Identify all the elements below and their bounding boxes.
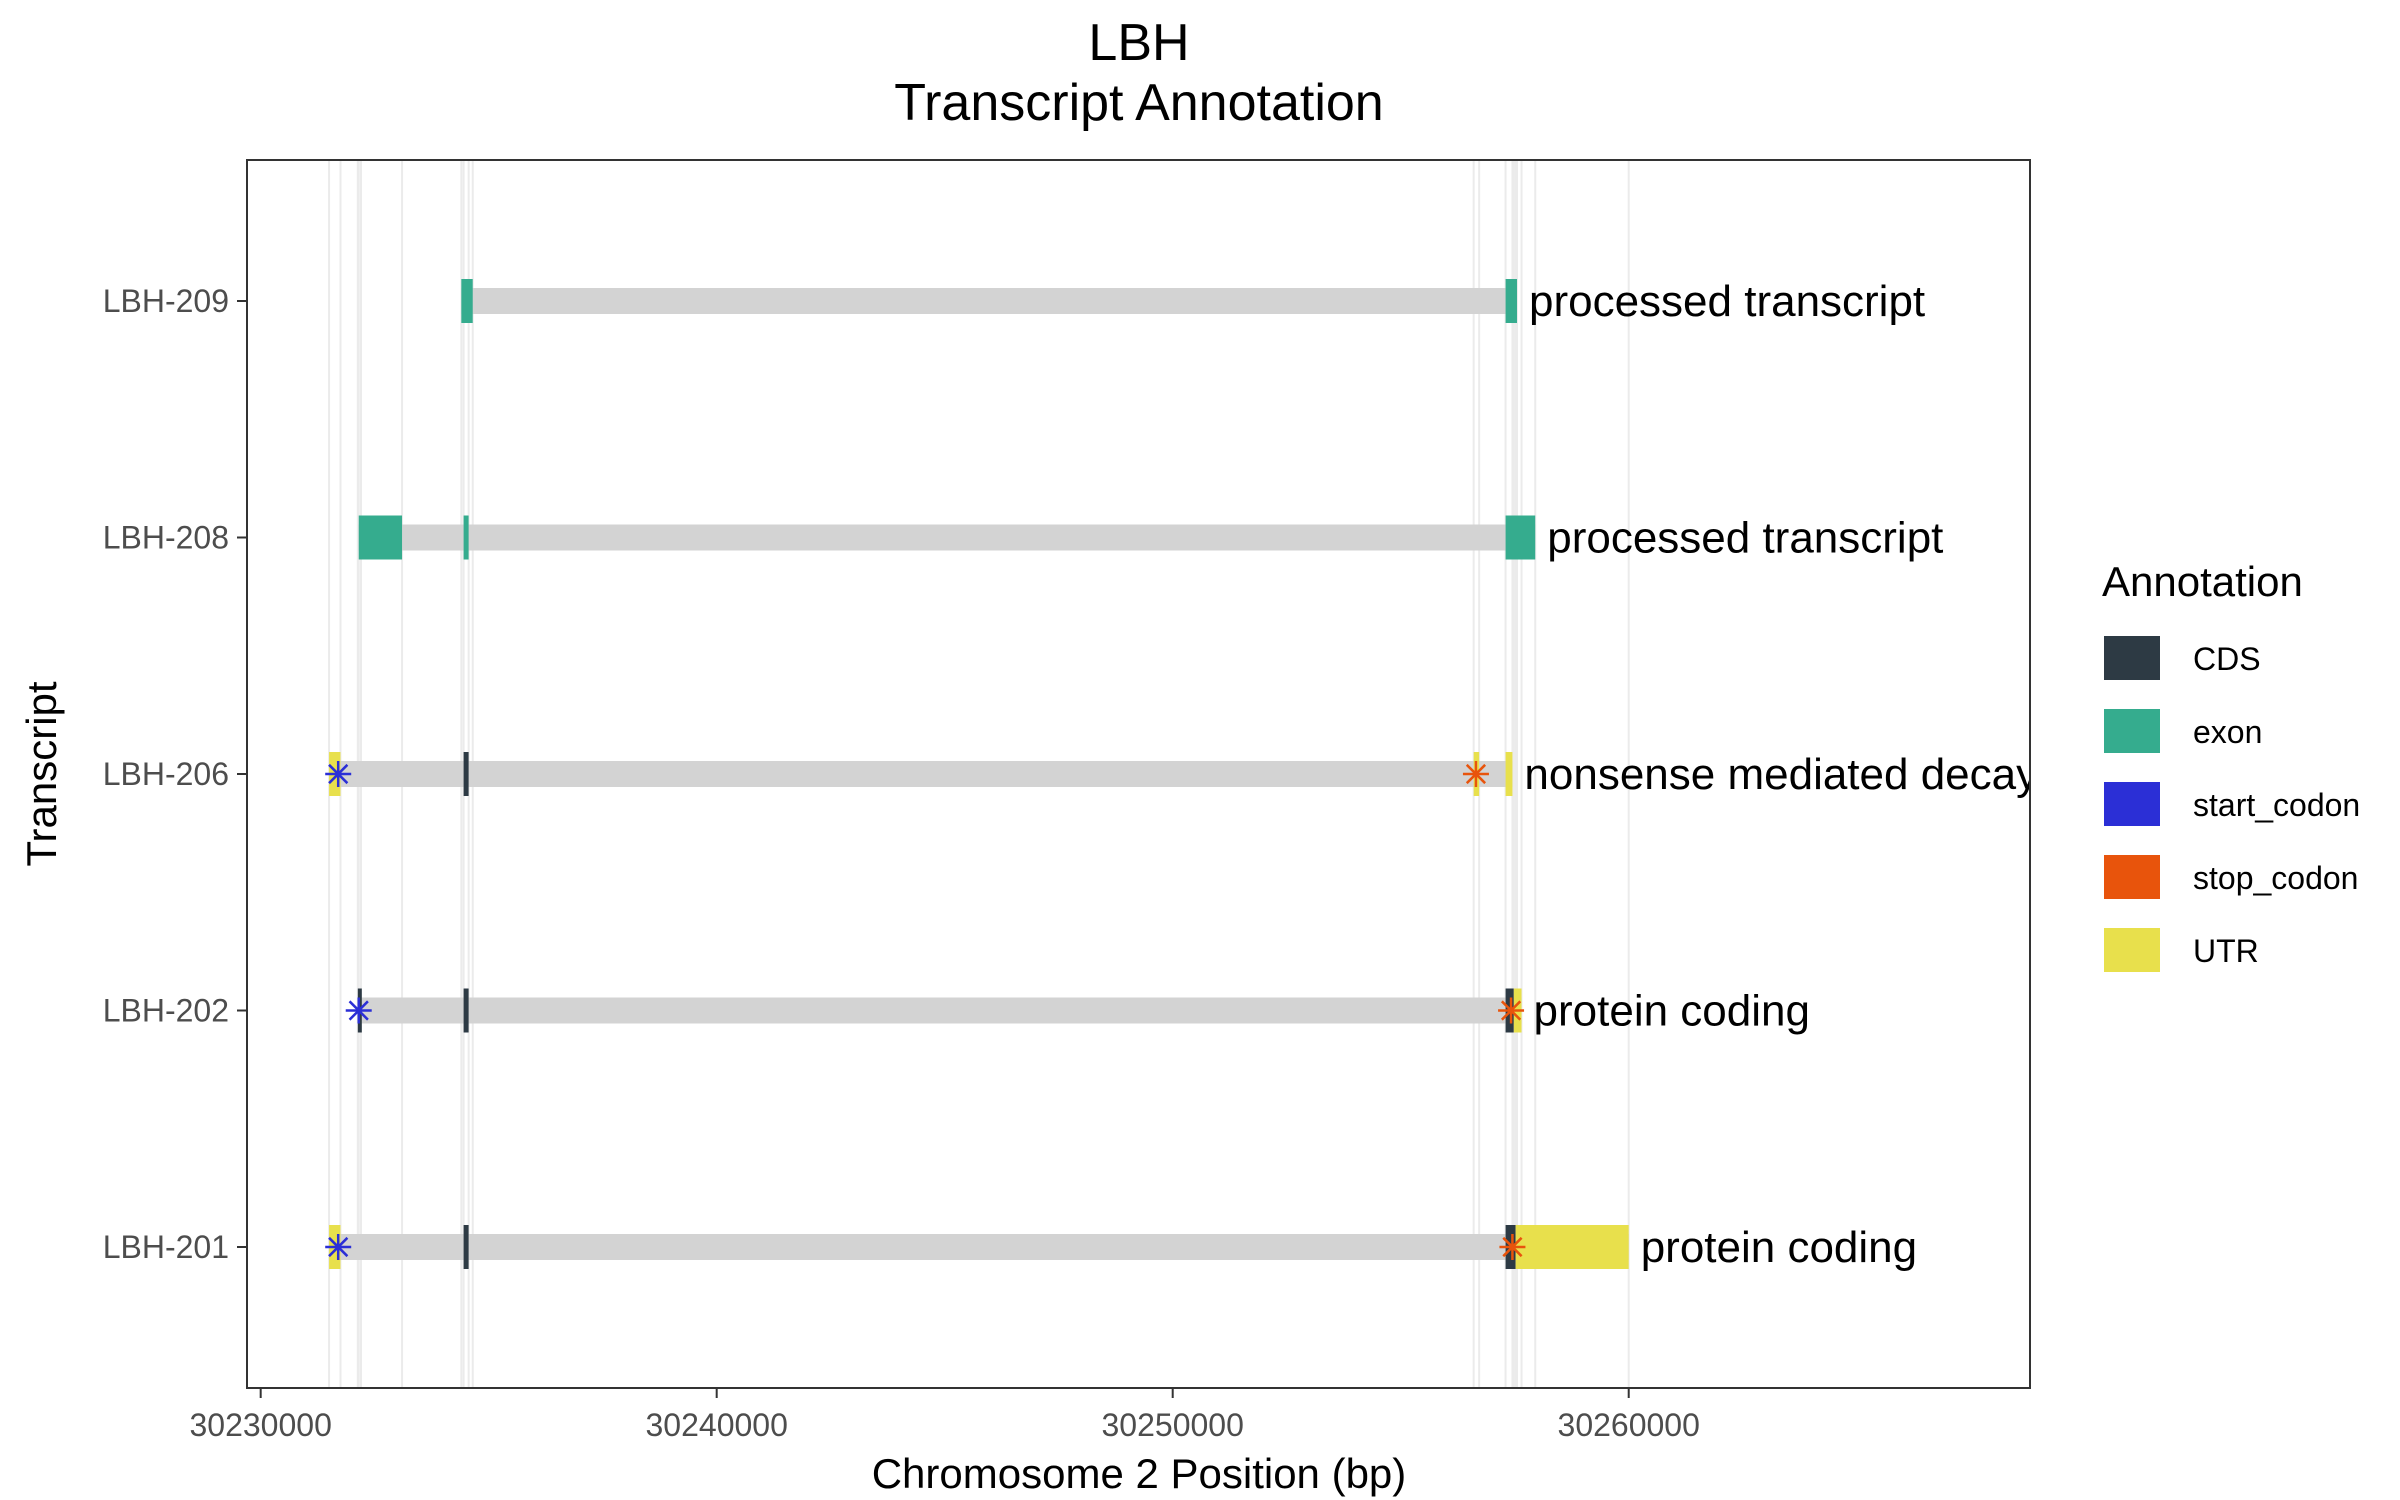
biotype-label: processed transcript bbox=[1547, 514, 1943, 563]
stop-codon-marker bbox=[1462, 761, 1489, 787]
utr-block bbox=[1505, 752, 1513, 796]
legend: Annotation CDS exon start_codon stop_codon U… bbox=[2102, 558, 2360, 972]
legend-title: Annotation bbox=[2102, 558, 2303, 605]
exon-block bbox=[358, 515, 403, 560]
x-tick-label: 30250000 bbox=[1102, 1407, 1244, 1443]
biotype-label: nonsense mediated decay bbox=[1524, 750, 2038, 799]
y-axis: LBH-209 LBH-208 LBH-206 LBH-202 LBH-201 bbox=[103, 283, 247, 1265]
cds-block bbox=[463, 988, 469, 1033]
y-tick-label: LBH-202 bbox=[103, 993, 229, 1029]
biotype-label: protein coding bbox=[1534, 987, 1810, 1036]
chart-title: LBH bbox=[1088, 14, 1189, 72]
x-axis: 30230000 30240000 30250000 30260000 bbox=[189, 1388, 1700, 1443]
intron-backbone bbox=[329, 1234, 1629, 1260]
x-tick-label: 30260000 bbox=[1558, 1407, 1700, 1443]
legend-key-exon bbox=[2104, 709, 2160, 753]
legend-key-utr bbox=[2104, 928, 2160, 972]
exon-block bbox=[463, 515, 469, 560]
exon-block bbox=[1505, 515, 1536, 560]
intron-backbone bbox=[329, 761, 1513, 787]
intron-backbone bbox=[358, 524, 1536, 551]
start-codon-marker bbox=[325, 761, 352, 787]
start-codon-marker bbox=[325, 1234, 352, 1260]
legend-key-stop-codon bbox=[2104, 855, 2160, 899]
x-tick-label: 30230000 bbox=[189, 1407, 331, 1443]
legend-key-start-codon bbox=[2104, 782, 2160, 826]
y-axis-title: Transcript bbox=[18, 681, 65, 866]
utr-block bbox=[1515, 1225, 1629, 1269]
legend-key-cds bbox=[2104, 636, 2160, 680]
y-tick-label: LBH-209 bbox=[103, 283, 229, 319]
exon-block bbox=[461, 279, 473, 323]
chart-subtitle: Transcript Annotation bbox=[894, 74, 1383, 132]
legend-label: exon bbox=[2193, 714, 2262, 750]
transcript-tracks: processed transcript processed transcript… bbox=[325, 277, 2038, 1272]
biotype-label: protein coding bbox=[1641, 1223, 1917, 1272]
biotype-label: processed transcript bbox=[1529, 277, 1925, 326]
cds-block bbox=[463, 1225, 469, 1269]
start-codon-marker bbox=[345, 997, 372, 1024]
intron-backbone bbox=[358, 997, 1522, 1024]
exon-block bbox=[1505, 279, 1517, 323]
stop-codon-marker bbox=[1499, 1234, 1526, 1260]
y-tick-label: LBH-206 bbox=[103, 756, 229, 792]
legend-label: stop_codon bbox=[2193, 860, 2358, 896]
legend-label: start_codon bbox=[2193, 787, 2360, 823]
x-axis-title: Chromosome 2 Position (bp) bbox=[872, 1450, 1407, 1497]
intron-backbone bbox=[461, 288, 1517, 314]
y-tick-label: LBH-208 bbox=[103, 520, 229, 556]
stop-codon-marker bbox=[1498, 997, 1525, 1024]
cds-block bbox=[463, 752, 469, 796]
legend-label: CDS bbox=[2193, 641, 2261, 677]
x-tick-label: 30240000 bbox=[646, 1407, 788, 1443]
y-tick-label: LBH-201 bbox=[103, 1229, 229, 1265]
legend-label: UTR bbox=[2193, 933, 2259, 969]
